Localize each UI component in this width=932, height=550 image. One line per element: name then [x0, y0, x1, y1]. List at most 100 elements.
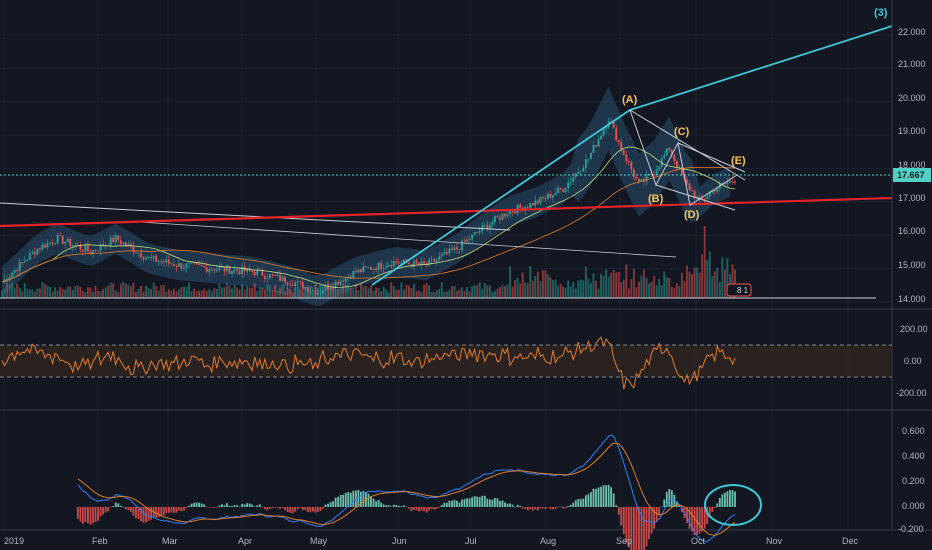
volume-bar [66, 286, 69, 298]
price-axis-label: 16.000 [898, 226, 926, 236]
oscillator-band-fill [0, 345, 892, 377]
time-axis-label: Feb [92, 536, 108, 546]
volume-bar [6, 282, 8, 298]
macd-histogram-bar [175, 507, 178, 513]
candle-body [284, 276, 286, 283]
candle-body [617, 140, 620, 143]
candle-body [92, 250, 94, 255]
candle-body [706, 196, 709, 199]
macd-histogram-bar [448, 500, 451, 507]
macd-histogram-bar [410, 507, 413, 512]
macd-histogram-bar [130, 507, 132, 512]
volume-bar [617, 272, 620, 298]
candle-body [84, 245, 87, 252]
volume-bar [385, 289, 388, 298]
volume-bar [274, 284, 276, 298]
macd-histogram-bar [79, 507, 82, 522]
candle-body [332, 288, 335, 289]
macd-histogram-bar [208, 507, 211, 508]
volume-bar [142, 291, 145, 298]
volume-bar [349, 287, 352, 298]
time-axis[interactable]: 2019 Feb Mar Apr May Jun Jul Aug Sep Oct… [4, 536, 859, 546]
macd-panel[interactable] [76, 434, 762, 550]
macd-histogram-bar [549, 507, 552, 510]
candle-body [574, 173, 577, 178]
wave-label-a: (A) [622, 94, 638, 106]
volume-bar [39, 288, 41, 298]
macd-histogram-bar [395, 504, 398, 507]
price-panel[interactable]: (A) (B) (C) (D) (E) (3) 8 1 [0, 7, 893, 306]
candle-body [6, 279, 8, 281]
macd-histogram-bar [635, 507, 638, 550]
macd-histogram-bar [223, 505, 226, 507]
macd-axis-label: -0.200 [898, 524, 924, 534]
price-axis[interactable]: 22.000 21.000 20.000 19.000 18.000 17.00… [893, 27, 931, 304]
volume-bar [61, 288, 64, 298]
macd-histogram-bar [458, 502, 461, 507]
oscillator-axis[interactable]: 200.00 0.00 -200.00 [896, 324, 928, 398]
volume-bar [574, 288, 577, 298]
macd-histogram-bar [506, 503, 509, 507]
candle-body [595, 145, 597, 147]
volume-bar [668, 278, 671, 298]
volume-bar [511, 286, 514, 298]
macd-histogram-bar [165, 507, 168, 514]
candle-body [511, 210, 514, 212]
macd-histogram-bar [344, 492, 347, 507]
volume-bar [458, 289, 461, 298]
candle-body [579, 171, 582, 173]
volume-bar [506, 284, 509, 298]
macd-histogram-bar [539, 507, 542, 509]
candle-body [701, 197, 704, 199]
macd-histogram-bar [332, 501, 335, 507]
candle-body [114, 235, 117, 243]
macd-histogram-bar [397, 505, 400, 507]
oscillator-panel[interactable] [0, 336, 892, 390]
macd-histogram-bar [625, 507, 628, 543]
macd-histogram-bar [213, 507, 216, 508]
candle-body [274, 274, 276, 276]
bollinger-band [2, 86, 730, 306]
candle-body [190, 262, 193, 264]
macd-histogram-bar [529, 507, 532, 510]
candle-body [132, 246, 135, 253]
candle-body [726, 182, 729, 184]
candle-body [468, 239, 471, 241]
volume-bar [294, 287, 297, 298]
macd-histogram-bar [160, 507, 163, 517]
macd-axis[interactable]: 0.600 0.400 0.200 0.000 -0.200 [898, 426, 925, 534]
macd-histogram-bar [435, 507, 438, 509]
candle-body [473, 232, 476, 235]
macd-histogram-bar [564, 507, 567, 509]
candle-body [536, 200, 539, 204]
candle-body [681, 167, 683, 176]
candle-body [226, 265, 228, 272]
candle-body [402, 259, 405, 263]
candle-body [56, 234, 59, 244]
macd-histogram-bar [478, 497, 481, 507]
candle-body [261, 269, 264, 276]
candle-body [306, 287, 309, 292]
volume-bar [3, 288, 6, 298]
volume-bar [301, 291, 304, 298]
candle-body [309, 290, 312, 292]
candle-body [162, 261, 165, 263]
macd-histogram-bar [324, 504, 327, 507]
volume-bar [286, 288, 289, 298]
volume-bar [221, 287, 223, 298]
oscillator-line [1, 336, 736, 390]
candle-body [135, 252, 137, 254]
volume-bar [339, 288, 342, 298]
volume-bar [165, 291, 168, 298]
candle-body [415, 260, 418, 263]
candle-body [734, 181, 736, 183]
candle-body [344, 277, 347, 282]
volume-bar [183, 286, 185, 298]
macd-histogram-bar [274, 507, 276, 508]
event-badge[interactable] [726, 283, 752, 297]
macd-histogram-bar [357, 489, 360, 507]
volume-bar [521, 272, 524, 298]
macd-histogram-bar [542, 507, 544, 509]
